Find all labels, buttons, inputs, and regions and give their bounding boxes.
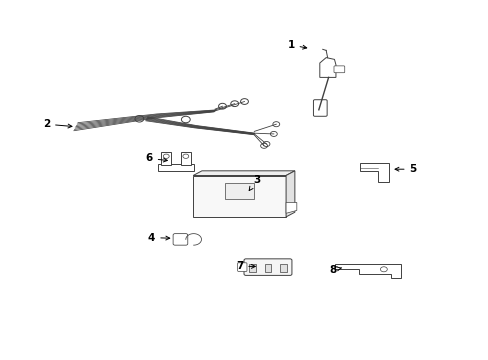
Polygon shape: [334, 264, 400, 278]
FancyBboxPatch shape: [333, 66, 344, 73]
Text: 4: 4: [147, 233, 169, 243]
Polygon shape: [359, 163, 388, 182]
Polygon shape: [319, 58, 335, 77]
Polygon shape: [285, 171, 294, 217]
Text: 2: 2: [43, 119, 72, 129]
Bar: [158, 164, 193, 171]
Bar: [279, 264, 286, 272]
Bar: [161, 152, 171, 165]
Text: 5: 5: [394, 164, 416, 174]
Bar: [249, 264, 256, 272]
Polygon shape: [193, 171, 294, 175]
FancyBboxPatch shape: [244, 259, 291, 275]
FancyBboxPatch shape: [313, 100, 326, 116]
Text: 7: 7: [235, 261, 255, 271]
Text: 1: 1: [287, 40, 306, 50]
Bar: [264, 264, 271, 272]
Bar: [181, 152, 190, 165]
Text: 6: 6: [145, 153, 167, 163]
Text: 3: 3: [249, 175, 260, 190]
Bar: [193, 175, 285, 217]
FancyBboxPatch shape: [173, 234, 187, 245]
Text: 8: 8: [328, 265, 341, 275]
Polygon shape: [285, 202, 296, 213]
Bar: [224, 183, 254, 199]
FancyBboxPatch shape: [237, 263, 246, 271]
